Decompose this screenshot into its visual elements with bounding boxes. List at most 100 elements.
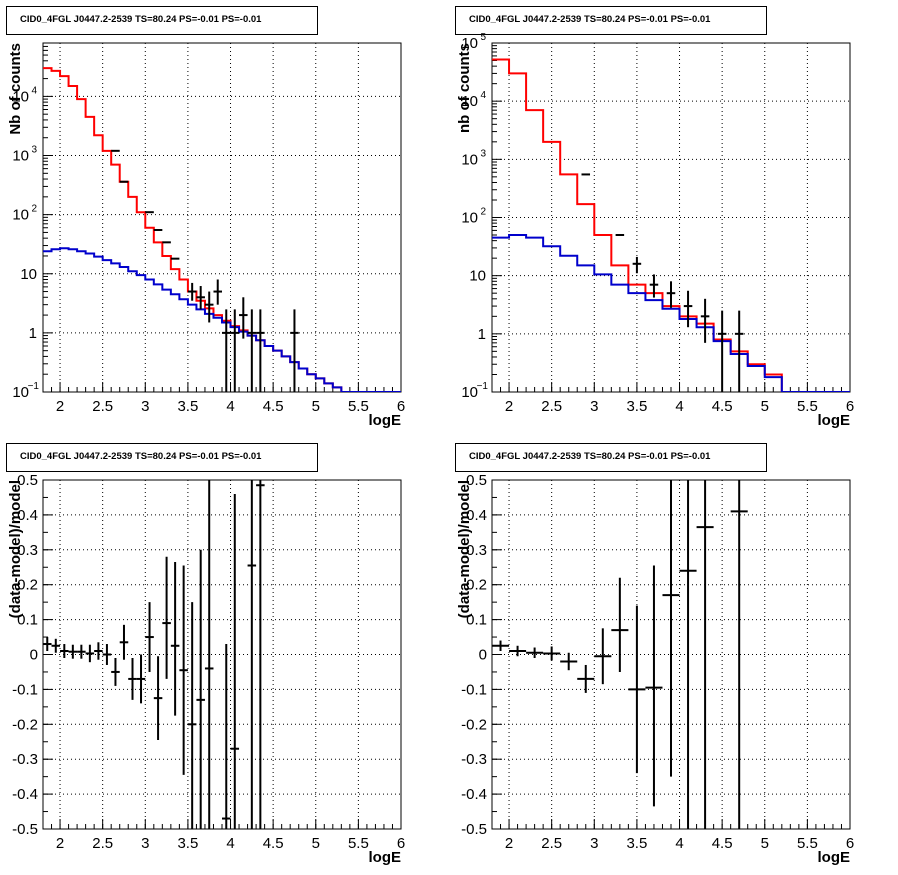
y-tick-label: -0.3	[461, 751, 487, 768]
x-tick-label: 4	[226, 398, 234, 415]
x-tick-label: 3	[590, 398, 598, 415]
x-tick-label: 5	[312, 835, 320, 852]
model-total-step-line	[492, 58, 850, 392]
model-total-step-line	[43, 67, 401, 392]
x-tick-label: 2	[505, 398, 513, 415]
residuals-plot-right: CID0_4FGL J0447.2-2539 TS=80.24 PS=-0.01…	[455, 443, 854, 866]
y-tick-label: 0.4	[17, 507, 38, 524]
y-tick-label: 10	[461, 35, 478, 52]
y-tick-label: 10	[12, 148, 29, 165]
y-tick-label-min: 10	[12, 384, 29, 401]
x-tick-label: 2	[56, 835, 64, 852]
y-axis-label: (data-model)/model	[7, 480, 24, 618]
x-tick-label: 6	[397, 835, 405, 852]
x-tick-label: 5	[761, 398, 769, 415]
y-tick-label: -0.1	[461, 681, 487, 698]
y-tick-label: 0.5	[466, 472, 487, 489]
y-axis-label: Nb of counts	[7, 43, 24, 135]
x-axis-label: logE	[818, 412, 851, 429]
y-tick-label: -0.2	[461, 716, 487, 733]
model-background-step-line	[492, 234, 850, 392]
chart-panel-counts-right: CID0_4FGL J0447.2-2539 TS=80.24 PS=-0.01…	[449, 0, 898, 437]
y-tick-label: 0.1	[466, 612, 487, 629]
y-tick-label: 0.2	[466, 577, 487, 594]
y-tick-label: 1	[29, 325, 37, 342]
y-tick-label-exp: 5	[480, 32, 486, 43]
x-tick-label: 3.5	[626, 398, 647, 415]
chart-title: CID0_4FGL J0447.2-2539 TS=80.24 PS=-0.01…	[469, 14, 711, 25]
chart-panel-residuals-right: CID0_4FGL J0447.2-2539 TS=80.24 PS=-0.01…	[449, 437, 898, 874]
y-tick-label: 0.4	[466, 507, 487, 524]
title-box	[455, 6, 767, 35]
x-tick-label: 2.5	[541, 835, 562, 852]
x-tick-label: 2.5	[92, 835, 113, 852]
plot-area	[43, 67, 401, 392]
y-tick-label: -0.4	[461, 786, 487, 803]
chart-panel-residuals-left: CID0_4FGL J0447.2-2539 TS=80.24 PS=-0.01…	[0, 437, 449, 874]
x-tick-label: 5	[761, 835, 769, 852]
x-tick-label: 5.5	[797, 398, 818, 415]
model-background-step-line	[43, 247, 401, 392]
y-tick-label: 10	[461, 210, 478, 227]
y-tick-label-exp: 4	[31, 85, 37, 96]
y-tick-label: 0	[30, 647, 38, 664]
x-tick-label: 4.5	[712, 398, 733, 415]
chart-title: CID0_4FGL J0447.2-2539 TS=80.24 PS=-0.01…	[469, 451, 711, 462]
x-tick-label: 5	[312, 398, 320, 415]
y-tick-label: 10	[20, 266, 37, 283]
y-tick-label-min: 10	[461, 384, 478, 401]
y-tick-label-exp: 4	[480, 90, 486, 101]
y-tick-label: 10	[12, 88, 29, 105]
y-tick-label: 10	[461, 151, 478, 168]
x-tick-label: 3.5	[177, 835, 198, 852]
x-tick-label: 6	[846, 398, 854, 415]
y-tick-label: -0.5	[12, 821, 38, 838]
x-tick-label: 3	[590, 835, 598, 852]
counts-plot-left: CID0_4FGL J0447.2-2539 TS=80.24 PS=-0.01…	[6, 6, 405, 429]
x-tick-label: 3.5	[626, 835, 647, 852]
x-axis-label: logE	[818, 849, 851, 866]
y-tick-label: 10	[469, 268, 486, 285]
y-tick-label-exp: 3	[31, 145, 37, 156]
x-tick-label: 2.5	[92, 398, 113, 415]
y-tick-label: 10	[461, 93, 478, 110]
x-tick-label: 5.5	[348, 835, 369, 852]
x-tick-label: 3	[141, 398, 149, 415]
title-box	[455, 443, 767, 472]
y-tick-label: -0.3	[12, 751, 38, 768]
title-box	[6, 6, 318, 35]
x-tick-label: 6	[846, 835, 854, 852]
x-tick-label: 3.5	[177, 398, 198, 415]
x-tick-label: 4.5	[263, 835, 284, 852]
x-axis-label: logE	[369, 412, 402, 429]
plot-area	[492, 58, 850, 392]
title-box	[6, 443, 318, 472]
plot-area	[492, 480, 748, 829]
y-tick-label: 0.2	[17, 577, 38, 594]
y-tick-label: -0.5	[461, 821, 487, 838]
y-tick-label: 0.1	[17, 612, 38, 629]
y-tick-label-exp: 2	[480, 207, 486, 218]
y-tick-label: 0.5	[17, 472, 38, 489]
x-tick-label: 2	[56, 398, 64, 415]
plot-area	[43, 480, 265, 829]
x-tick-label: 6	[397, 398, 405, 415]
x-axis-label: logE	[369, 849, 402, 866]
counts-plot-right: CID0_4FGL J0447.2-2539 TS=80.24 PS=-0.01…	[455, 6, 854, 429]
y-tick-label: 10	[12, 207, 29, 224]
x-tick-label: 2	[505, 835, 513, 852]
x-tick-label: 4.5	[712, 835, 733, 852]
residuals-plot-left: CID0_4FGL J0447.2-2539 TS=80.24 PS=-0.01…	[6, 443, 405, 866]
y-tick-label-exp: 3	[480, 148, 486, 159]
chart-title: CID0_4FGL J0447.2-2539 TS=80.24 PS=-0.01…	[20, 14, 262, 25]
x-tick-label: 4.5	[263, 398, 284, 415]
y-tick-label: -0.1	[12, 681, 38, 698]
x-tick-label: 3	[141, 835, 149, 852]
x-tick-label: 4	[675, 398, 683, 415]
x-tick-label: 4	[226, 835, 234, 852]
y-axis-label: nb of counts	[456, 43, 473, 133]
y-axis-label: (data-model)/model	[456, 480, 473, 618]
plot-frame	[42, 42, 402, 393]
chart-title: CID0_4FGL J0447.2-2539 TS=80.24 PS=-0.01…	[20, 451, 262, 462]
y-tick-label: 0.3	[17, 542, 38, 559]
